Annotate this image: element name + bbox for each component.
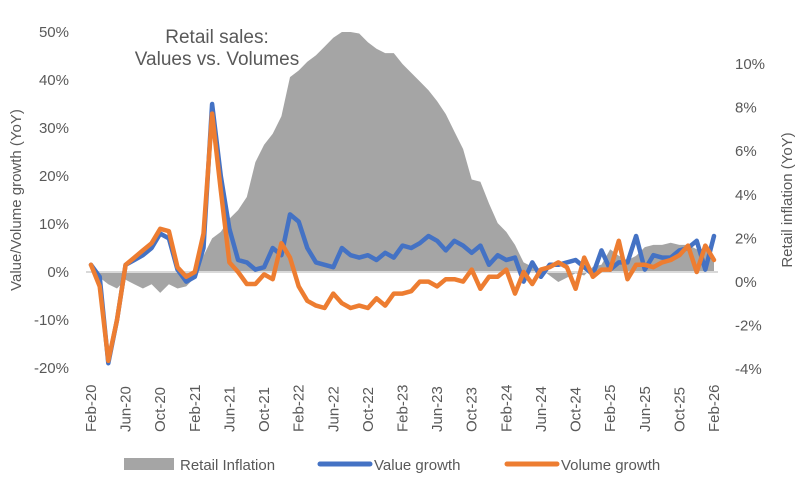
left-tick-label: 40%: [39, 72, 69, 89]
right-tick-label: 6%: [735, 143, 757, 160]
right-tick-label: 10%: [735, 56, 765, 73]
x-tick-label: Jun-23: [429, 386, 446, 432]
x-tick-label: Oct-20: [152, 387, 169, 432]
right-tick-label: 0%: [735, 274, 757, 291]
legend-label-volume-growth: Volume growth: [561, 457, 660, 474]
x-tick-label: Oct-23: [464, 387, 481, 432]
legend-label-value-growth: Value growth: [374, 457, 460, 474]
x-tick-label: Oct-21: [256, 387, 273, 432]
x-tick-label: Feb-20: [83, 384, 100, 432]
volume-growth-line: [88, 111, 717, 364]
left-axis-title: Value/Volume growth (YoY): [8, 109, 25, 291]
right-tick-label: 2%: [735, 230, 757, 247]
x-tick-label: Feb-25: [602, 384, 619, 432]
legend: Retail Inflation Value growth Volume gro…: [124, 457, 660, 474]
right-tick-label: 8%: [735, 100, 757, 117]
legend-item-value-growth[interactable]: Value growth: [317, 457, 460, 474]
left-tick-label: 50%: [39, 24, 69, 41]
left-tick-label: -10%: [34, 312, 69, 329]
x-tick-label: Feb-24: [498, 384, 515, 432]
x-tick-label: Feb-22: [291, 384, 308, 432]
left-tick-label: 30%: [39, 120, 69, 137]
x-tick-label: Jun-24: [533, 386, 550, 432]
x-tick-label: Jun-21: [221, 386, 238, 432]
x-tick-label: Jun-22: [325, 386, 342, 432]
right-axis-ticks: 10% 8% 6% 4% 2% 0% -2% -4%: [735, 56, 765, 378]
right-axis-title: Retail inflation (YoY): [779, 132, 796, 267]
legend-swatch-retail-inflation: [124, 458, 174, 470]
right-tick-label: -4%: [735, 361, 762, 378]
retail-inflation-area: [91, 32, 714, 293]
x-tick-label: Jun-20: [118, 386, 135, 432]
plot-area: [86, 32, 718, 366]
x-tick-label: Oct-22: [360, 387, 377, 432]
x-tick-label: Oct-24: [568, 387, 585, 432]
x-tick-label: Feb-23: [395, 384, 412, 432]
left-tick-label: 20%: [39, 168, 69, 185]
x-tick-label: Jun-25: [637, 386, 654, 432]
left-tick-label: -20%: [34, 360, 69, 377]
legend-label-retail-inflation: Retail Inflation: [180, 457, 275, 474]
chart-title-line-2: Values vs. Volumes: [135, 49, 299, 70]
left-axis-ticks: 50% 40% 30% 20% 10% 0% -10% -20%: [34, 24, 69, 377]
x-tick-label: Oct-25: [671, 387, 688, 432]
right-tick-label: -2%: [735, 318, 762, 335]
left-tick-label: 10%: [39, 216, 69, 233]
right-tick-label: 4%: [735, 187, 757, 204]
x-axis-ticks: Feb-20 Jun-20 Oct-20 Feb-21 Jun-21 Oct-21 Feb-…: [83, 384, 723, 432]
chart-title-line-1: Retail sales:: [165, 27, 269, 48]
x-tick-label: Feb-26: [706, 384, 723, 432]
legend-item-volume-growth[interactable]: Volume growth: [504, 457, 660, 474]
legend-item-retail-inflation[interactable]: Retail Inflation: [124, 457, 275, 474]
x-tick-label: Feb-21: [187, 384, 204, 432]
left-tick-label: 0%: [47, 264, 69, 281]
